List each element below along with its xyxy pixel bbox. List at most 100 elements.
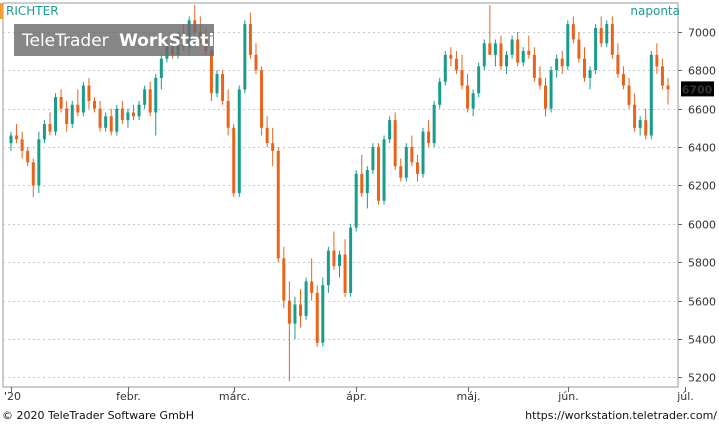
candle-up (81, 81, 85, 117)
candle-down (633, 93, 637, 132)
candle-body (48, 123, 52, 132)
candle-down (410, 135, 414, 167)
candle-up (649, 51, 653, 140)
candle-down (343, 239, 347, 297)
y-tick-label: 5200 (688, 372, 716, 385)
candle-down (621, 66, 625, 90)
candle-body (31, 162, 35, 186)
x-tick-label: febr. (116, 390, 141, 403)
candle-body (599, 27, 603, 44)
candle-body (538, 77, 542, 86)
candle-body (460, 70, 464, 86)
candle-down (516, 31, 520, 67)
y-tick-label: 5800 (688, 257, 716, 270)
watermark-text: TeleTrader WorkStation (21, 31, 238, 51)
candle-body (115, 108, 119, 132)
candle-body (610, 24, 614, 55)
candle-down (488, 4, 492, 55)
candle-body (76, 104, 80, 113)
candle-up (638, 116, 642, 136)
candle-body (243, 24, 247, 90)
candle-body (271, 143, 275, 151)
candle-body (20, 139, 24, 151)
candle-body (605, 24, 609, 44)
candle-body (282, 258, 286, 301)
candle-down (254, 43, 258, 75)
candle-body (349, 227, 353, 293)
candle-up (338, 250, 341, 278)
candle-body (354, 173, 358, 228)
candle-up (349, 223, 353, 297)
candle-body (466, 85, 470, 109)
candle-body (438, 81, 442, 105)
candle-down (415, 154, 419, 182)
candle-body (221, 74, 225, 101)
candle-up (243, 20, 247, 94)
candle-up (521, 47, 525, 67)
candle-down (276, 147, 280, 263)
candle-down (59, 89, 63, 113)
candle-body (454, 58, 458, 71)
candle-up (605, 20, 609, 48)
candle-down (221, 70, 225, 105)
y-tick-label: 6400 (688, 142, 716, 155)
candle-up (154, 74, 158, 136)
candle-up (594, 24, 598, 75)
candle-down (427, 120, 431, 147)
candle-body (148, 89, 152, 113)
candle-up (482, 39, 486, 71)
y-tick-label: 6200 (688, 180, 716, 193)
candle-body (427, 131, 431, 144)
candle-up (549, 66, 553, 113)
candle-up (115, 104, 119, 136)
candle-down (315, 285, 319, 347)
candle-down (627, 77, 631, 109)
candle-body (54, 97, 58, 132)
candle-body (81, 85, 85, 113)
candle-body (310, 281, 314, 293)
candle-down (360, 154, 364, 197)
x-tick-label: márc. (219, 390, 250, 403)
candle-down (120, 100, 124, 124)
candle-down (655, 43, 659, 75)
y-axis: 5200 5400 5600 5800 6000 6200 6400 6600 6800 7000 (678, 27, 716, 385)
candle-body (616, 54, 620, 75)
candle-up (321, 277, 325, 347)
candle-body (315, 292, 319, 343)
candle-up (438, 77, 442, 109)
watermark-brand: TeleTrader (21, 31, 109, 51)
candle-down (20, 131, 24, 159)
y-tick-label: 5600 (688, 296, 716, 309)
candle-up (104, 112, 108, 132)
candle-body (527, 51, 531, 55)
candle-body (37, 139, 41, 186)
y-tick-label: 7000 (688, 27, 716, 40)
candle-body (299, 304, 303, 316)
candle-down (98, 100, 102, 132)
candle-body (254, 54, 258, 71)
candle-body (655, 54, 659, 67)
candle-down (65, 100, 69, 132)
candle-body (59, 97, 63, 109)
candle-down (15, 123, 19, 144)
candle-body (577, 39, 581, 59)
candle-body (566, 24, 570, 67)
candle-up (9, 131, 13, 151)
candle-body (594, 27, 598, 71)
candle-up (42, 120, 46, 144)
candle-body (332, 250, 336, 267)
candle-down (31, 158, 35, 197)
candle-down (616, 43, 620, 78)
candle-body (209, 51, 213, 94)
candle-body (109, 116, 113, 132)
candle-up (477, 62, 481, 98)
candle-body (237, 89, 241, 194)
candle-body (582, 58, 586, 78)
candle-body (326, 250, 330, 286)
x-tick-label: ápr. (346, 390, 367, 403)
candle-body (87, 85, 91, 101)
candle-down (399, 158, 403, 182)
candle-body (215, 74, 219, 94)
candle-body (404, 147, 408, 178)
candle-body (265, 127, 269, 144)
